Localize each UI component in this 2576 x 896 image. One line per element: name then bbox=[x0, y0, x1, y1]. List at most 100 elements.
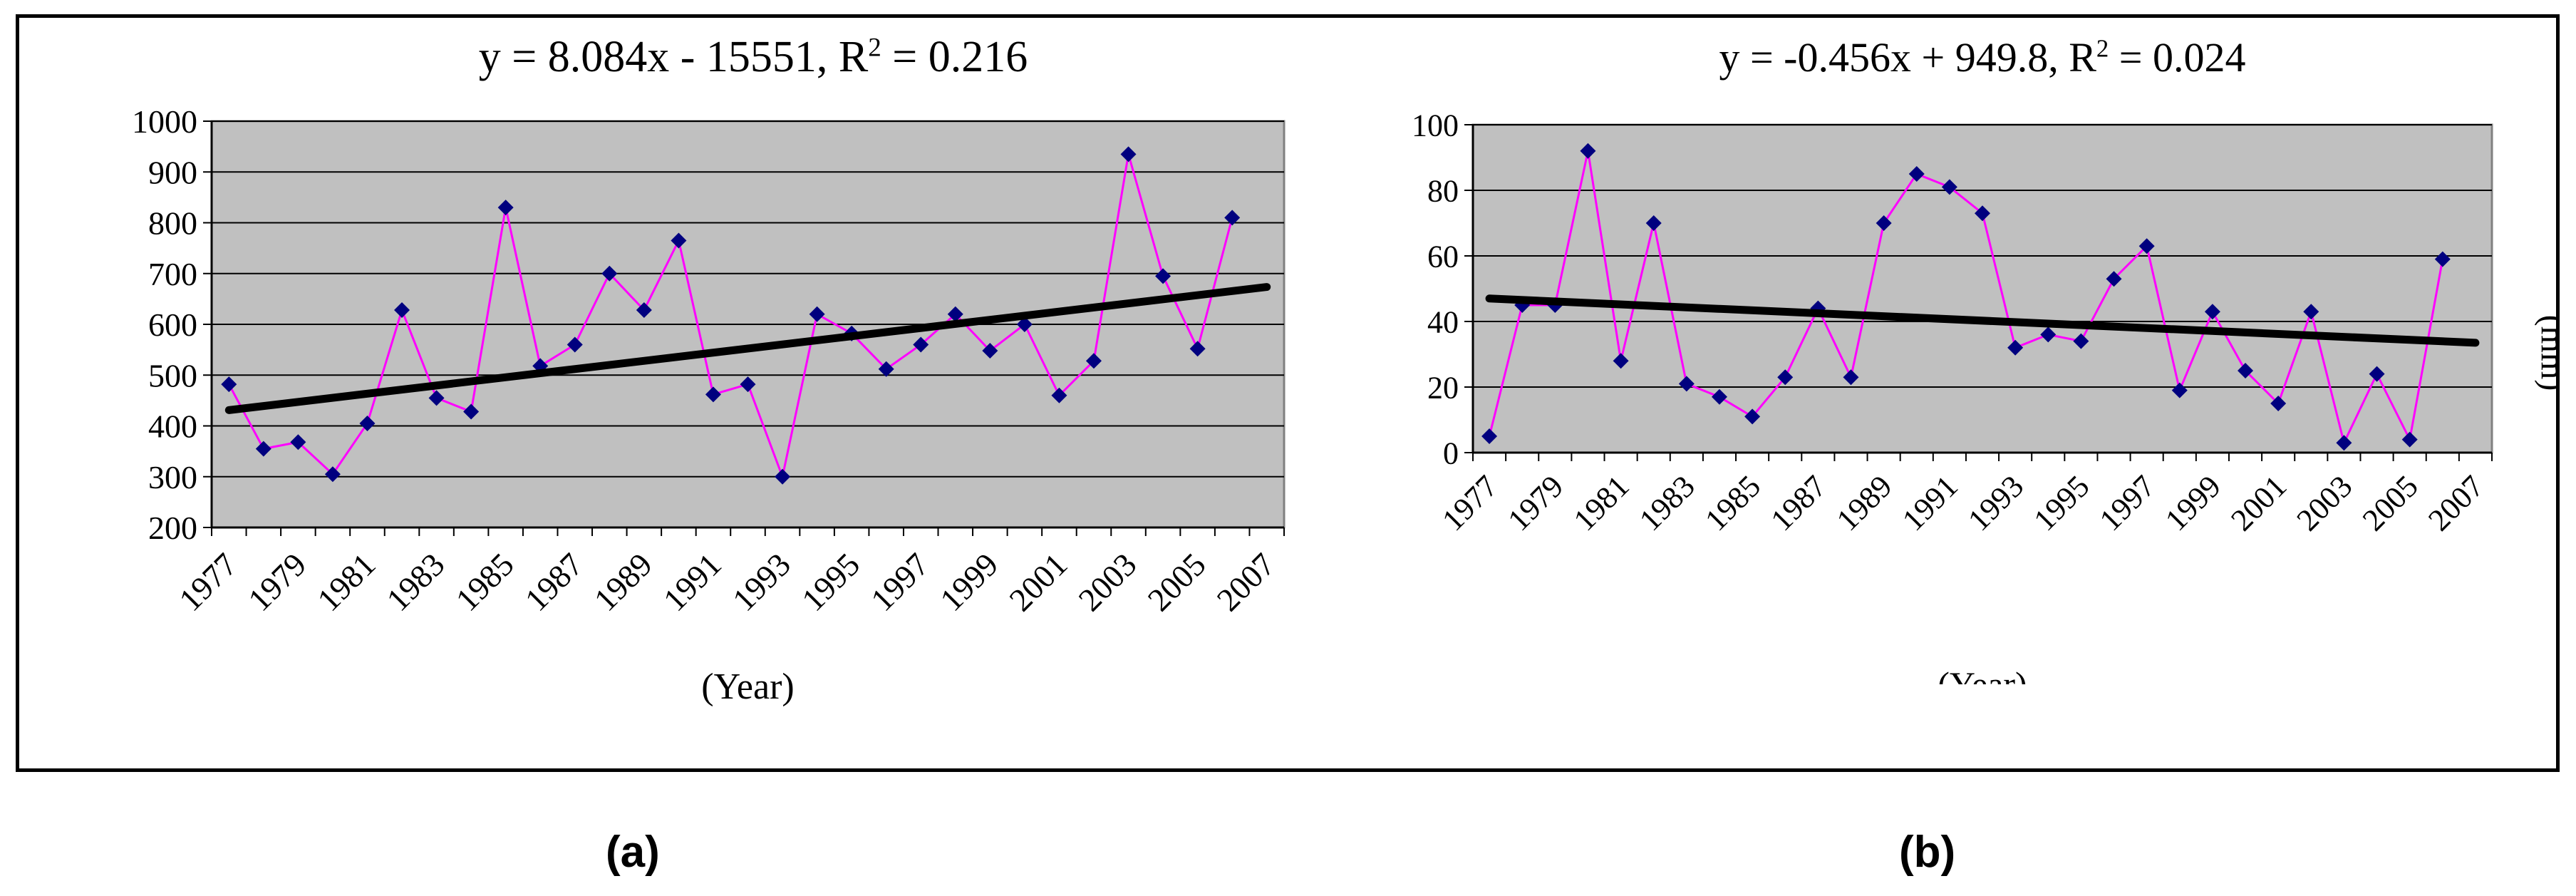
data-point-a bbox=[775, 468, 791, 485]
data-point-a bbox=[1016, 316, 1033, 332]
y-tick-label-b: 100 bbox=[1412, 108, 1459, 143]
data-point-b bbox=[1481, 428, 1498, 444]
x-tick-label-a: 1989 bbox=[587, 546, 659, 618]
data-point-a bbox=[428, 390, 445, 406]
x-tick-label-a: 1983 bbox=[380, 546, 452, 618]
y-tick-label-b: 40 bbox=[1427, 304, 1459, 339]
data-point-a bbox=[740, 376, 756, 393]
data-point-a bbox=[1155, 268, 1171, 284]
x-tick-label-a: 1995 bbox=[795, 546, 867, 618]
series-line-b bbox=[1488, 150, 2444, 446]
data-point-a bbox=[636, 302, 652, 319]
data-point-b bbox=[2073, 333, 2089, 349]
data-point-a bbox=[947, 306, 963, 322]
data-point-b bbox=[2434, 251, 2451, 267]
x-axis-label-a: (Year) bbox=[701, 666, 794, 707]
x-tick-label-b: 2007 bbox=[2421, 468, 2490, 537]
x-tick-label-a: 1981 bbox=[310, 546, 382, 618]
x-tick-label-a: 1999 bbox=[933, 546, 1005, 618]
x-tick-label-a: 1993 bbox=[725, 546, 797, 618]
x-tick-label-b: 1999 bbox=[2158, 468, 2228, 537]
data-point-b bbox=[2138, 238, 2155, 254]
series-line-a bbox=[227, 153, 1233, 481]
data-point-a bbox=[982, 343, 998, 359]
data-point-b bbox=[2270, 396, 2287, 411]
data-point-b bbox=[2040, 326, 2057, 343]
x-tick-label-b: 1977 bbox=[1435, 468, 1504, 537]
data-point-a bbox=[1189, 341, 1206, 357]
x-axis-label-b: (Year) bbox=[1938, 664, 2027, 704]
data-point-a bbox=[671, 232, 687, 249]
y-tick-label-a: 300 bbox=[148, 459, 197, 495]
data-point-a bbox=[1224, 210, 1241, 226]
trendline-b bbox=[1485, 294, 2480, 347]
y-tick-label-b: 80 bbox=[1427, 173, 1459, 208]
trendline-a bbox=[224, 283, 1271, 414]
x-tick-label-b: 1991 bbox=[1895, 468, 1965, 537]
x-tick-label-b: 2003 bbox=[2290, 468, 2359, 537]
chart-title-a: y = 8.084x - 15551, R2 = 0.216 bbox=[479, 33, 1028, 81]
data-point-a bbox=[394, 302, 410, 319]
data-point-b bbox=[1777, 369, 1794, 386]
data-point-b bbox=[2204, 304, 2220, 320]
x-tick-label-b: 1993 bbox=[1961, 468, 2030, 537]
x-tick-label-b: 1985 bbox=[1698, 468, 1767, 537]
data-point-b bbox=[2106, 271, 2122, 287]
data-point-b bbox=[1975, 205, 1990, 222]
data-point-a bbox=[1120, 146, 1137, 163]
y-tick-label-a: 800 bbox=[148, 205, 197, 242]
y-tick-label-b: 60 bbox=[1427, 239, 1459, 274]
x-tick-label-b: 2005 bbox=[2356, 468, 2425, 537]
y-tick-label-a: 900 bbox=[148, 154, 197, 190]
data-point-a bbox=[221, 376, 237, 393]
x-tick-label-b: 1979 bbox=[1501, 468, 1571, 537]
x-tick-label-a: 1985 bbox=[449, 546, 521, 618]
x-tick-label-b: 1981 bbox=[1567, 468, 1636, 537]
y-tick-label-a: 200 bbox=[148, 510, 197, 546]
data-point-a bbox=[497, 200, 514, 216]
data-point-b bbox=[1645, 215, 1662, 231]
caption-b: (b) bbox=[1899, 828, 1956, 877]
chart-a: 200 300 400 500 600 700 800 900 1000 197719791981… bbox=[132, 33, 1286, 707]
data-point-a bbox=[324, 466, 341, 483]
data-point-b bbox=[1744, 408, 1761, 425]
data-point-a bbox=[290, 434, 306, 450]
data-point-a bbox=[809, 306, 825, 322]
y-tick-label-a: 400 bbox=[148, 408, 197, 445]
x-tick-label-a: 2007 bbox=[1210, 546, 1282, 618]
data-point-a bbox=[601, 265, 618, 282]
x-tick-label-a: 1997 bbox=[864, 546, 936, 618]
data-point-a bbox=[567, 336, 583, 353]
data-point-b bbox=[2303, 304, 2319, 320]
x-tick-label-a: 2003 bbox=[1071, 546, 1143, 618]
data-point-b bbox=[2336, 435, 2352, 451]
y-tick-label-b: 20 bbox=[1427, 370, 1459, 405]
data-point-b bbox=[1613, 353, 1629, 369]
y-tick-label-a: 600 bbox=[148, 307, 197, 343]
x-tick-label-b: 1995 bbox=[2027, 468, 2096, 537]
data-point-b bbox=[2401, 431, 2418, 448]
y-tick-label-a: 700 bbox=[148, 256, 197, 292]
data-point-a bbox=[878, 361, 894, 377]
data-point-b bbox=[1580, 143, 1596, 159]
x-tick-label-b: 1987 bbox=[1764, 468, 1833, 537]
y-axis-label-b: (mm) bbox=[2534, 315, 2556, 391]
x-tick-label-a: 2005 bbox=[1141, 546, 1213, 618]
x-tick-label-a: 1979 bbox=[241, 546, 313, 618]
data-point-b bbox=[1711, 388, 1727, 405]
data-point-a bbox=[1085, 353, 1102, 369]
data-point-b bbox=[2238, 363, 2254, 379]
x-tick-label-b: 1997 bbox=[2093, 468, 2162, 537]
data-point-b bbox=[1908, 166, 1925, 182]
data-point-a bbox=[463, 403, 480, 420]
data-point-a bbox=[255, 441, 271, 457]
plot-area-b bbox=[1471, 123, 2493, 454]
x-tick-label-a: 1987 bbox=[518, 546, 590, 618]
x-tick-label-a: 1977 bbox=[172, 546, 244, 618]
x-tick-label-b: 1983 bbox=[1633, 468, 1702, 537]
y-tick-label-a: 1000 bbox=[132, 103, 197, 140]
chart-title-b: y = -0.456x + 949.8, R2 = 0.024 bbox=[1719, 34, 2245, 81]
data-point-b bbox=[1876, 215, 1892, 231]
x-tick-label-b: 2001 bbox=[2224, 468, 2293, 537]
data-point-a bbox=[705, 386, 721, 403]
